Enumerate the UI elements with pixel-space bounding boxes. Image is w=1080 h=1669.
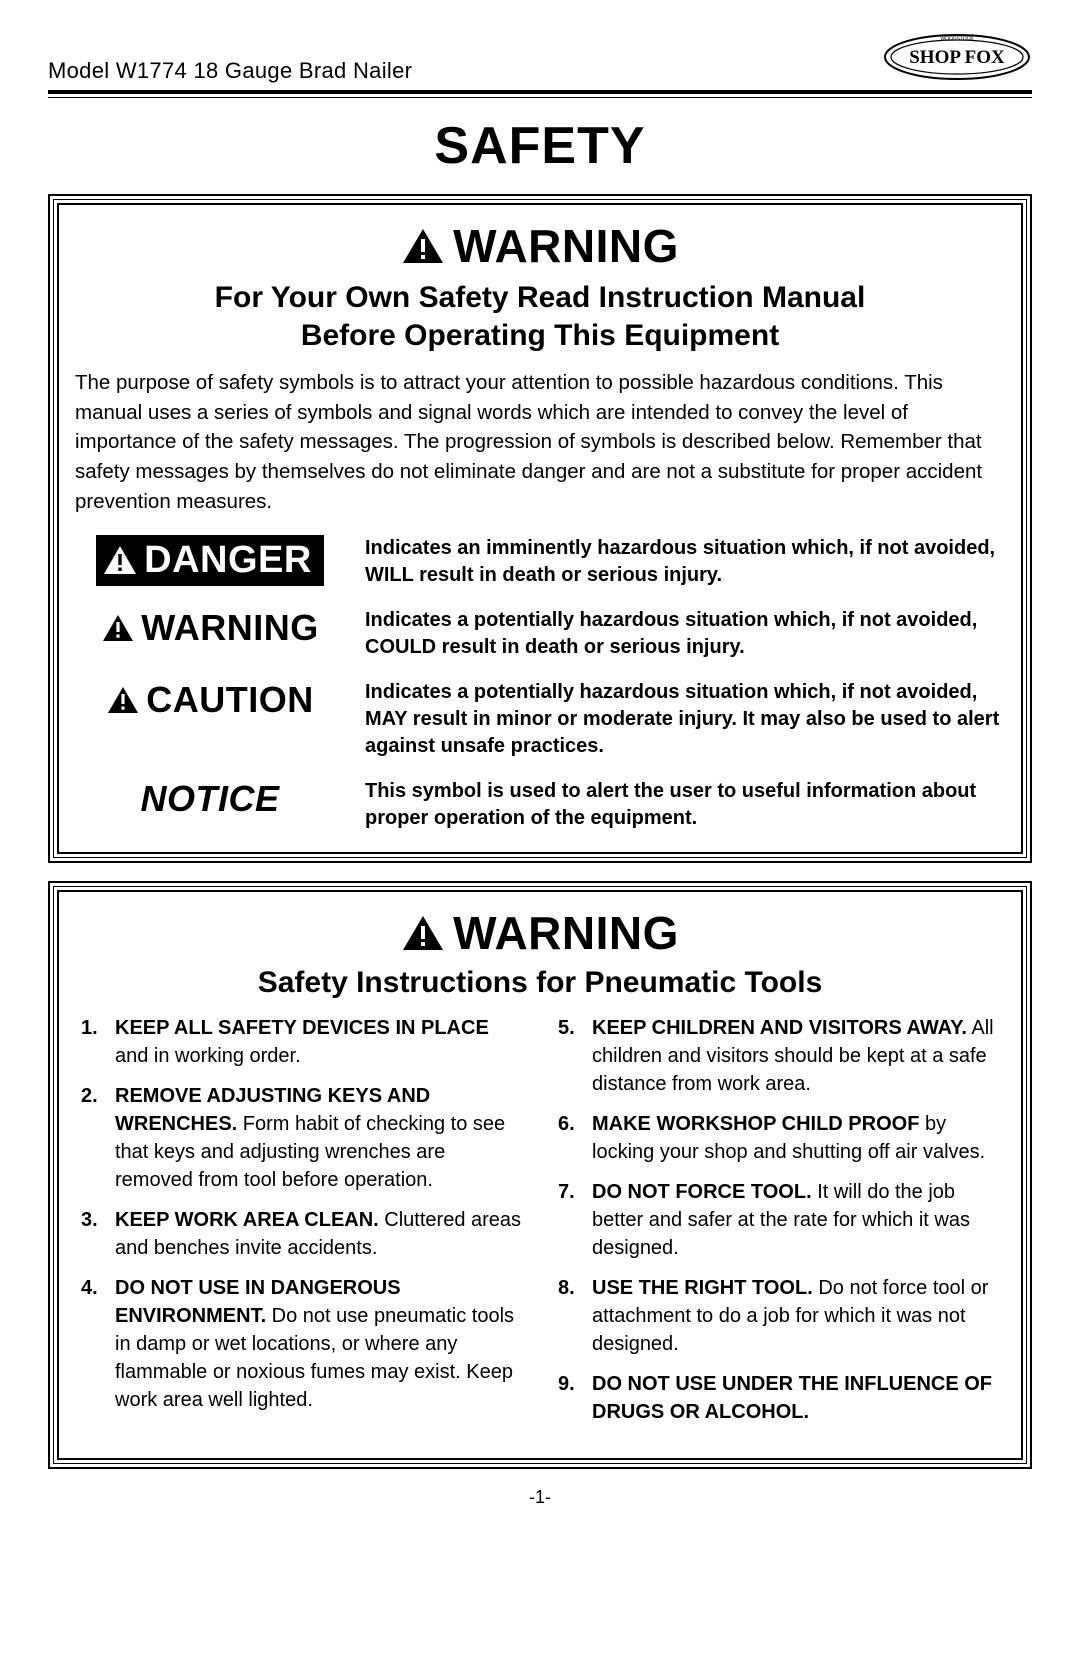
list-item: DO NOT FORCE TOOL. It will do the job be… [558,1178,999,1262]
notice-badge: NOTICE [140,778,279,820]
list-item: KEEP ALL SAFETY DEVICES IN PLACE and in … [81,1014,522,1070]
model-label: Model W1774 18 Gauge Brad Nailer [48,58,412,84]
caution-badge: CAUTION [106,679,314,721]
page-number: -1- [48,1487,1032,1508]
header-rule [48,90,1032,98]
page-title: SAFETY [48,116,1032,176]
list-item: MAKE WORKSHOP CHILD PROOF by locking you… [558,1110,999,1166]
danger-label: DANGER [144,539,312,582]
warning-signal-word: WARNING [453,219,679,273]
caution-description: Indicates a potentially hazardous situat… [365,679,1005,760]
symbol-row-warning: WARNING Indicates a potentially hazardou… [75,607,1005,661]
warning-badge: WARNING [101,607,319,649]
svg-text:WOODSTOCK: WOODSTOCK [940,36,974,42]
warning-description: Indicates a potentially hazardous situat… [365,607,1005,661]
instructions-columns: KEEP ALL SAFETY DEVICES IN PLACE and in … [75,1014,1005,1438]
alert-triangle-icon [106,685,140,715]
alert-triangle-icon [102,544,138,576]
safety-symbols-box: WARNING For Your Own Safety Read Instruc… [48,194,1032,863]
brand-logo-icon: SHOP FOX WOODSTOCK [882,30,1032,84]
warning-label: WARNING [141,607,319,649]
caution-label: CAUTION [146,679,314,721]
list-item: DO NOT USE IN DANGEROUS ENVIRONMENT. Do … [81,1274,522,1414]
symbol-row-notice: NOTICE This symbol is used to alert the … [75,778,1005,832]
warning-header-2: WARNING [75,906,1005,960]
box2-heading: Safety Instructions for Pneumatic Tools [75,966,1005,1000]
brand-logo-text: SHOP FOX [909,47,1005,68]
list-item: KEEP WORK AREA CLEAN. Cluttered areas an… [81,1206,522,1262]
danger-description: Indicates an imminently hazardous situat… [365,535,1005,589]
instructions-col-right: KEEP CHILDREN AND VISITORS AWAY. All chi… [558,1014,999,1438]
alert-triangle-icon [401,914,445,952]
danger-badge: DANGER [96,535,324,586]
warning-header: WARNING [75,219,1005,273]
page-header: Model W1774 18 Gauge Brad Nailer SHOP FO… [48,30,1032,84]
box1-intro: The purpose of safety symbols is to attr… [75,368,1005,517]
list-item: REMOVE ADJUSTING KEYS AND WRENCHES. Form… [81,1082,522,1194]
box1-heading: For Your Own Safety Read Instruction Man… [75,279,1005,354]
alert-triangle-icon [101,613,135,643]
symbol-row-caution: CAUTION Indicates a potentially hazardou… [75,679,1005,760]
safety-instructions-box: WARNING Safety Instructions for Pneumati… [48,881,1032,1469]
instructions-col-left: KEEP ALL SAFETY DEVICES IN PLACE and in … [81,1014,522,1438]
symbol-row-danger: DANGER Indicates an imminently hazardous… [75,535,1005,589]
list-item: KEEP CHILDREN AND VISITORS AWAY. All chi… [558,1014,999,1098]
warning-signal-word-2: WARNING [453,906,679,960]
notice-description: This symbol is used to alert the user to… [365,778,1005,832]
list-item: USE THE RIGHT TOOL. Do not force tool or… [558,1274,999,1358]
alert-triangle-icon [401,227,445,265]
list-item: DO NOT USE UNDER THE INFLUENCE OF DRUGS … [558,1370,999,1426]
